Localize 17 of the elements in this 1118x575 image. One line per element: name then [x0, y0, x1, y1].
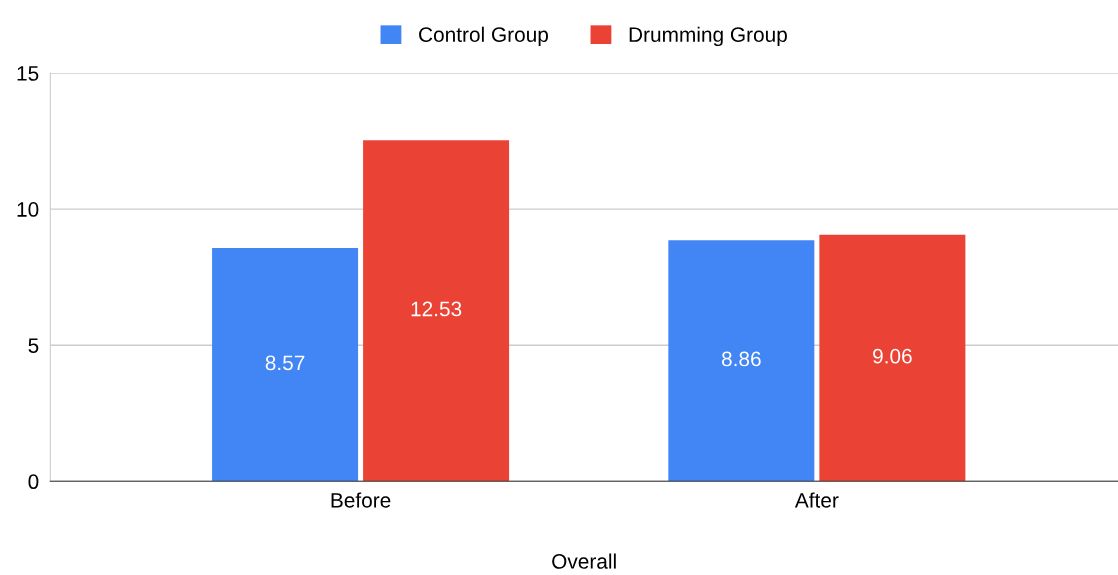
data-label: 12.53 — [411, 301, 462, 317]
x-tick-label: Before — [331, 492, 391, 508]
legend-label: Drumming Group — [629, 26, 787, 47]
y-tick-label: 5 — [28, 338, 39, 353]
data-label: 8.86 — [721, 351, 761, 367]
bar — [819, 234, 966, 482]
bar — [363, 140, 510, 482]
y-tick-label: 10 — [17, 202, 39, 217]
x-tick-label: After — [794, 492, 839, 508]
data-label: 8.57 — [265, 355, 305, 371]
x-axis-title: Overall — [552, 553, 616, 569]
y-tick-label: 0 — [28, 474, 39, 490]
legend-label: Control Group — [419, 26, 548, 47]
y-tick-label: 15 — [17, 66, 39, 81]
bar — [668, 240, 815, 482]
data-label: 9.06 — [873, 348, 912, 364]
bar — [212, 248, 359, 482]
